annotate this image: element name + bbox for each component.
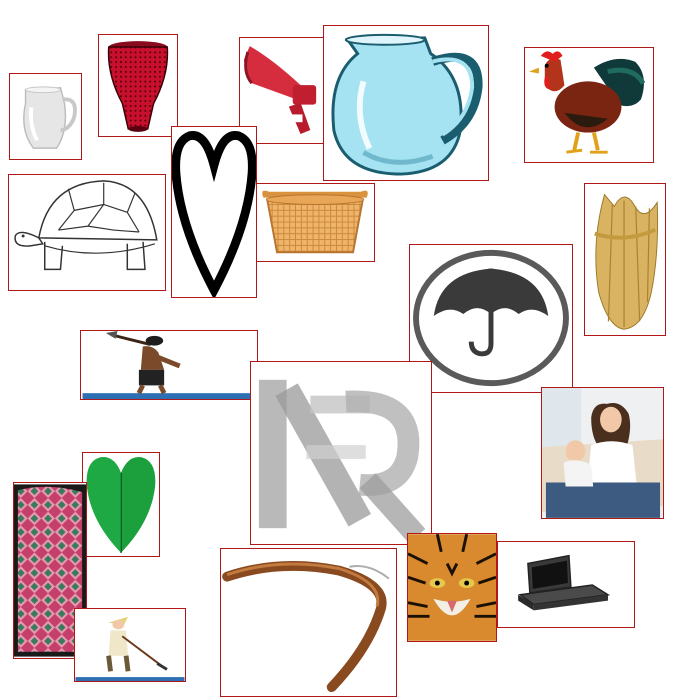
green-heart-icon <box>86 457 156 553</box>
curved-stick-image <box>220 548 397 697</box>
heart-outline-icon <box>172 131 256 297</box>
milk-jug-image <box>9 73 82 160</box>
mother-baby-icon <box>542 388 663 518</box>
water-pitcher-icon <box>331 33 483 176</box>
farmer-icon <box>75 616 185 681</box>
blurry-logo-image <box>250 361 432 545</box>
rooster-icon <box>529 51 646 154</box>
tiger-icon <box>408 534 496 641</box>
wicker-basket-icon <box>262 190 368 254</box>
tortoise-icon <box>14 180 158 271</box>
umbrella-icon <box>413 249 569 387</box>
red-basket-icon <box>107 41 169 132</box>
mother-baby-image <box>541 387 664 519</box>
laptop-tray-image <box>497 541 635 628</box>
umbrella-sign-image <box>409 244 573 393</box>
straw-image <box>584 183 666 336</box>
milk-jug-icon <box>23 86 77 149</box>
blurry-logo-icon <box>258 379 426 544</box>
water-pitcher-image <box>323 25 489 181</box>
tortoise-image <box>8 174 166 291</box>
megaphone-icon <box>243 46 317 134</box>
red-basket-image <box>98 34 178 137</box>
tiger-image <box>407 533 497 642</box>
straw-icon <box>594 193 659 330</box>
rooster-image <box>524 47 654 163</box>
worker-hoe-image <box>80 330 258 400</box>
curved-stick-icon <box>222 561 390 693</box>
laptop-tray-icon <box>518 554 611 611</box>
wicker-basket-image <box>256 183 375 262</box>
heart-outline-image <box>171 126 257 298</box>
green-heart-image <box>82 452 160 557</box>
farmer-hoe-image <box>74 608 186 682</box>
worker-icon <box>82 331 256 399</box>
